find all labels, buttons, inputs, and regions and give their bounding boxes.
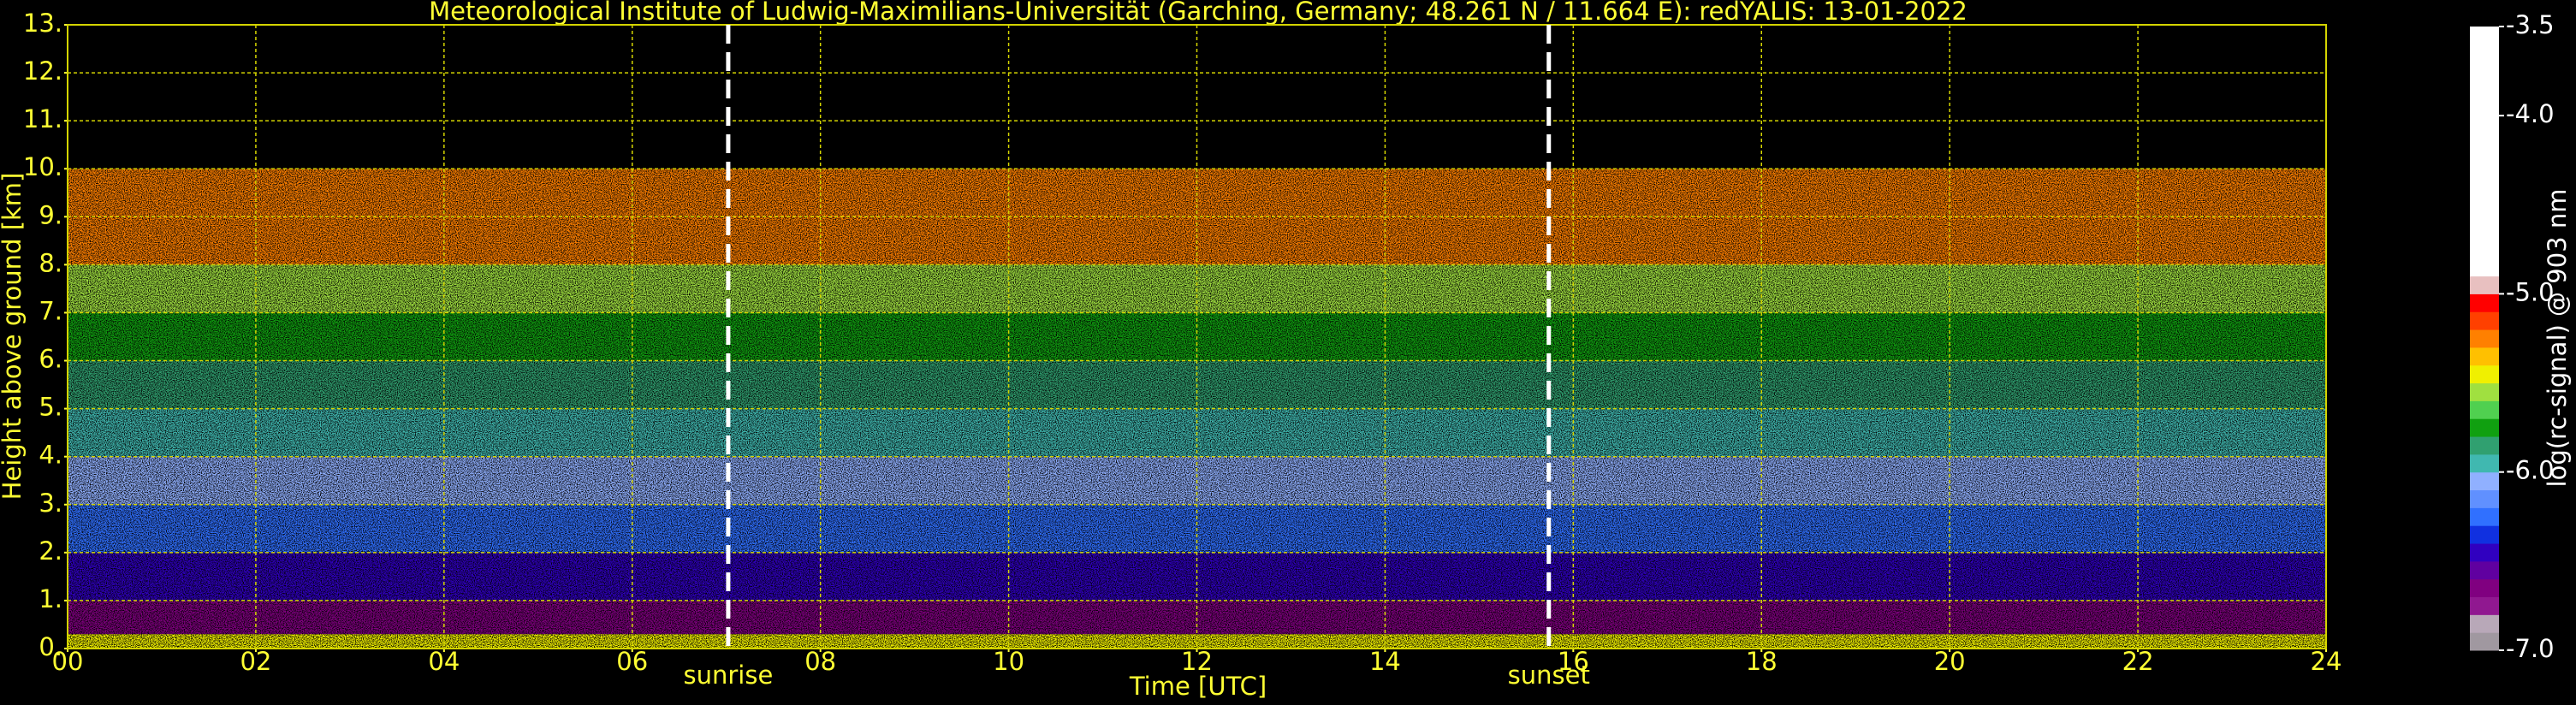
colorbar-segment	[2470, 543, 2499, 562]
colorbar-segment	[2470, 311, 2499, 330]
colorbar-tick-label: -7.0	[2506, 634, 2555, 663]
y-tick-label: 3.	[39, 489, 62, 518]
colorbar-segment	[2470, 275, 2499, 294]
colorbar-segment	[2470, 418, 2499, 437]
colorbar-segment	[2470, 560, 2499, 580]
x-axis-label: Time [UTC]	[1129, 672, 1267, 701]
colorbar-segment	[2470, 489, 2499, 508]
y-tick-label: 13.	[23, 9, 62, 38]
colorbar-segment	[2470, 632, 2499, 651]
y-tick-label: 12.	[23, 56, 62, 86]
colorbar-label: log(rc-signal) @ 903 nm	[2543, 189, 2572, 488]
colorbar-segment	[2470, 400, 2499, 419]
y-tick-label: 9.	[39, 200, 62, 229]
y-axis-label: Height above ground [km]	[0, 173, 27, 501]
colorbar-segment	[2470, 329, 2499, 348]
colorbar-tick-label: -4.0	[2506, 99, 2555, 128]
colorbar-segment	[2470, 27, 2499, 277]
y-tick-label: 11.	[23, 104, 62, 133]
colorbar-segment	[2470, 382, 2499, 401]
y-tick-label: 10.	[23, 152, 62, 181]
colorbar-segment	[2470, 578, 2499, 598]
colorbar-segment	[2470, 614, 2499, 633]
plot-frame	[67, 24, 2327, 649]
chart-title: Meteorological Institute of Ludwig-Maxim…	[429, 0, 1968, 26]
colorbar-segment	[2470, 596, 2499, 615]
annotation-label: sunrise	[684, 661, 774, 690]
colorbar-tick-label: -5.0	[2506, 277, 2555, 306]
colorbar-segment	[2470, 471, 2499, 491]
y-tick-label: 0.	[39, 632, 62, 661]
annotation-label: sunset	[1508, 661, 1590, 690]
y-tick-label: 2.	[39, 536, 62, 566]
y-tick-label: 8.	[39, 248, 62, 277]
colorbar-segment	[2470, 364, 2499, 384]
colorbar-segment	[2470, 436, 2499, 455]
colorbar-tick-label: -6.0	[2506, 456, 2555, 485]
colorbar-segment	[2470, 453, 2499, 473]
colorbar-segment	[2470, 525, 2499, 544]
colorbar-tick-label: -3.5	[2506, 10, 2555, 39]
colorbar-segment	[2470, 293, 2499, 312]
y-tick-label: 1.	[39, 584, 62, 613]
y-tick-label: 7.	[39, 296, 62, 325]
y-tick-label: 5.	[39, 393, 62, 422]
y-tick-label: 6.	[39, 345, 62, 374]
y-tick-label: 4.	[39, 441, 62, 470]
colorbar-segment	[2470, 507, 2499, 526]
colorbar-segment	[2470, 347, 2499, 366]
